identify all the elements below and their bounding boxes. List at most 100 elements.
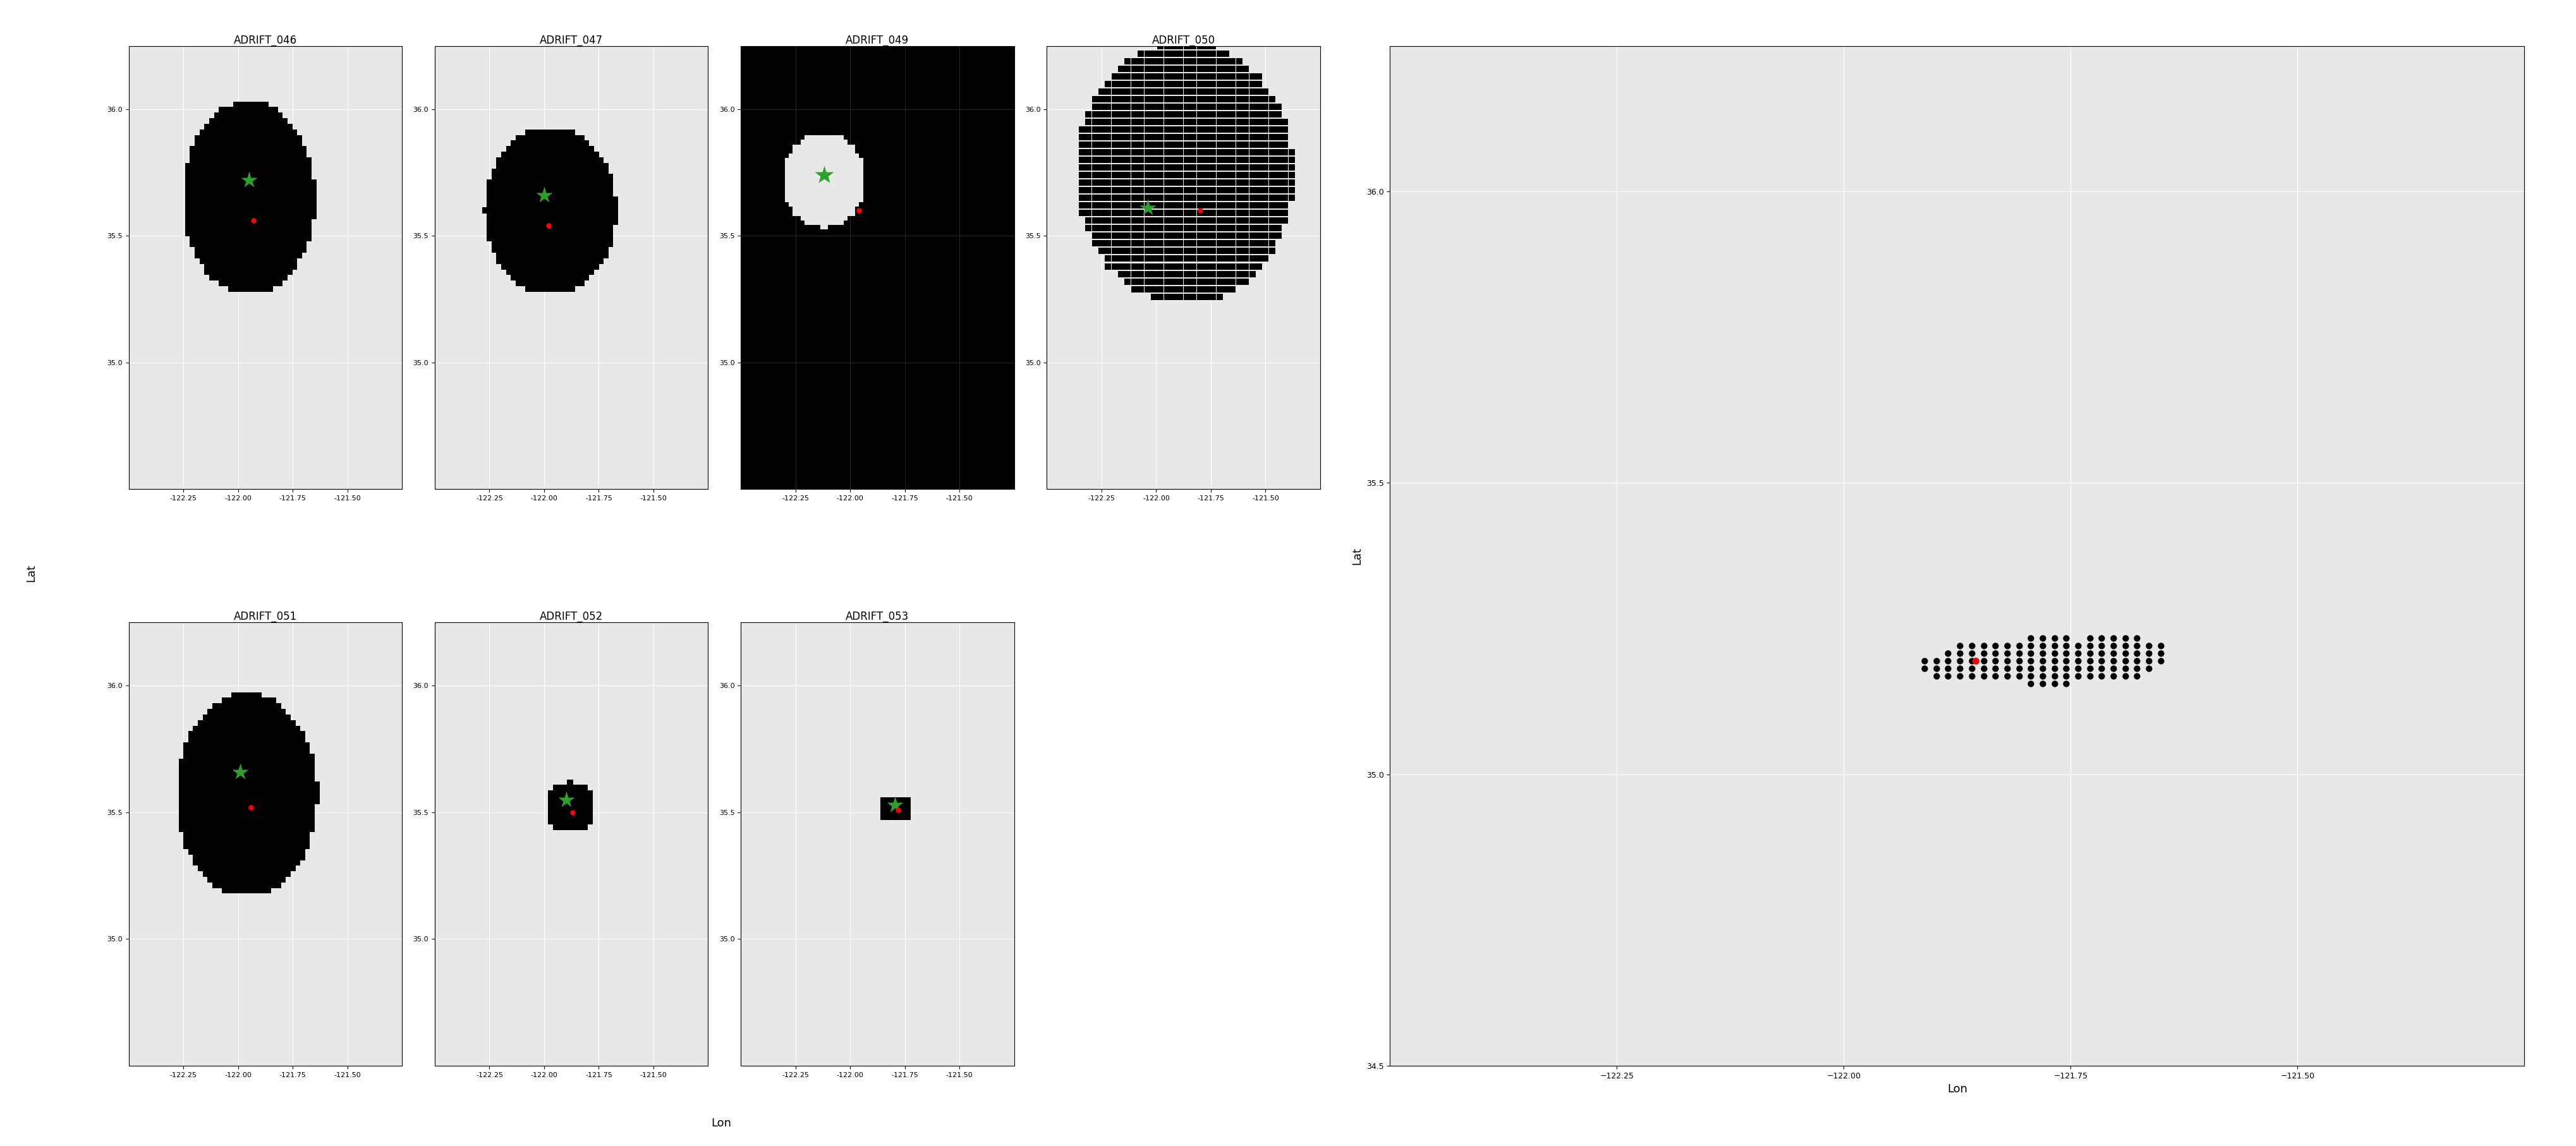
Point bbox=[1172, 143, 1213, 162]
Point bbox=[1069, 196, 1110, 214]
Point bbox=[822, 207, 863, 226]
Point bbox=[294, 190, 335, 209]
Point bbox=[204, 831, 245, 849]
Point bbox=[507, 163, 549, 181]
Point bbox=[263, 235, 304, 253]
Point bbox=[1180, 37, 1221, 55]
Point bbox=[562, 241, 603, 259]
Point bbox=[209, 870, 250, 888]
Point bbox=[1061, 196, 1103, 214]
Point bbox=[585, 229, 626, 248]
Point bbox=[546, 218, 587, 236]
Point bbox=[1226, 60, 1267, 78]
Point bbox=[270, 776, 312, 794]
Point bbox=[188, 212, 229, 230]
Point bbox=[247, 737, 289, 755]
Point bbox=[250, 190, 291, 209]
Point bbox=[1087, 151, 1128, 170]
Point bbox=[567, 140, 608, 158]
Point bbox=[1231, 173, 1273, 191]
Point bbox=[2117, 629, 2159, 647]
Point bbox=[1206, 242, 1247, 260]
Point bbox=[291, 819, 332, 838]
Point bbox=[196, 792, 237, 810]
Point bbox=[1226, 97, 1267, 116]
Point bbox=[196, 720, 237, 738]
Point bbox=[1172, 52, 1213, 70]
Point bbox=[489, 151, 531, 170]
Point bbox=[1999, 659, 2040, 677]
Point bbox=[258, 819, 299, 838]
Point bbox=[863, 796, 904, 815]
Point bbox=[2032, 629, 2074, 647]
Point bbox=[819, 194, 860, 212]
Point bbox=[469, 202, 510, 220]
Point bbox=[513, 207, 554, 226]
Point bbox=[531, 280, 572, 298]
Point bbox=[523, 185, 564, 203]
Point bbox=[518, 185, 559, 203]
Point bbox=[549, 790, 590, 808]
Point bbox=[811, 207, 853, 226]
Point bbox=[528, 134, 569, 152]
Point bbox=[1113, 83, 1154, 101]
Point bbox=[788, 194, 829, 212]
Point bbox=[224, 168, 265, 187]
Point bbox=[180, 741, 222, 760]
Point bbox=[234, 864, 276, 882]
Point bbox=[574, 179, 616, 197]
Point bbox=[268, 854, 309, 872]
Point bbox=[283, 163, 325, 181]
Point bbox=[507, 229, 549, 248]
Point bbox=[196, 252, 237, 270]
Point bbox=[1198, 143, 1239, 162]
Point bbox=[562, 229, 603, 248]
Point bbox=[178, 163, 219, 181]
Point bbox=[216, 134, 258, 152]
Point bbox=[196, 798, 237, 816]
Point bbox=[799, 152, 840, 171]
Point bbox=[1126, 45, 1167, 63]
Point bbox=[1198, 181, 1239, 199]
Point bbox=[283, 151, 325, 170]
Point bbox=[518, 268, 559, 286]
Point bbox=[1082, 181, 1123, 199]
Point bbox=[245, 151, 286, 170]
Point bbox=[1180, 219, 1221, 237]
Point bbox=[1231, 97, 1273, 116]
Point bbox=[1108, 135, 1149, 154]
Point bbox=[1198, 189, 1239, 207]
Point bbox=[1213, 97, 1255, 116]
Point bbox=[1904, 652, 1945, 670]
Point bbox=[1113, 219, 1154, 237]
Point bbox=[814, 148, 855, 166]
Point bbox=[234, 708, 276, 727]
Point bbox=[507, 257, 549, 275]
Point bbox=[495, 146, 536, 164]
Point bbox=[224, 864, 265, 882]
Point bbox=[788, 148, 829, 166]
Point bbox=[240, 252, 281, 270]
Point bbox=[252, 764, 294, 783]
Point bbox=[2141, 644, 2182, 662]
Point bbox=[214, 780, 255, 799]
Point bbox=[234, 815, 276, 833]
Point bbox=[1074, 189, 1115, 207]
Point bbox=[783, 203, 824, 221]
Point bbox=[281, 842, 322, 861]
Point bbox=[250, 274, 291, 292]
Point bbox=[590, 212, 631, 230]
Point bbox=[1180, 288, 1221, 306]
Point bbox=[564, 818, 605, 837]
Point bbox=[804, 185, 845, 203]
Point bbox=[781, 162, 822, 180]
Point bbox=[546, 262, 587, 281]
Point bbox=[567, 246, 608, 265]
Point bbox=[206, 134, 247, 152]
Point bbox=[513, 140, 554, 158]
Point bbox=[574, 223, 616, 242]
Point bbox=[1154, 151, 1195, 170]
Point bbox=[247, 759, 289, 777]
Point bbox=[263, 809, 304, 827]
Point bbox=[580, 241, 621, 259]
